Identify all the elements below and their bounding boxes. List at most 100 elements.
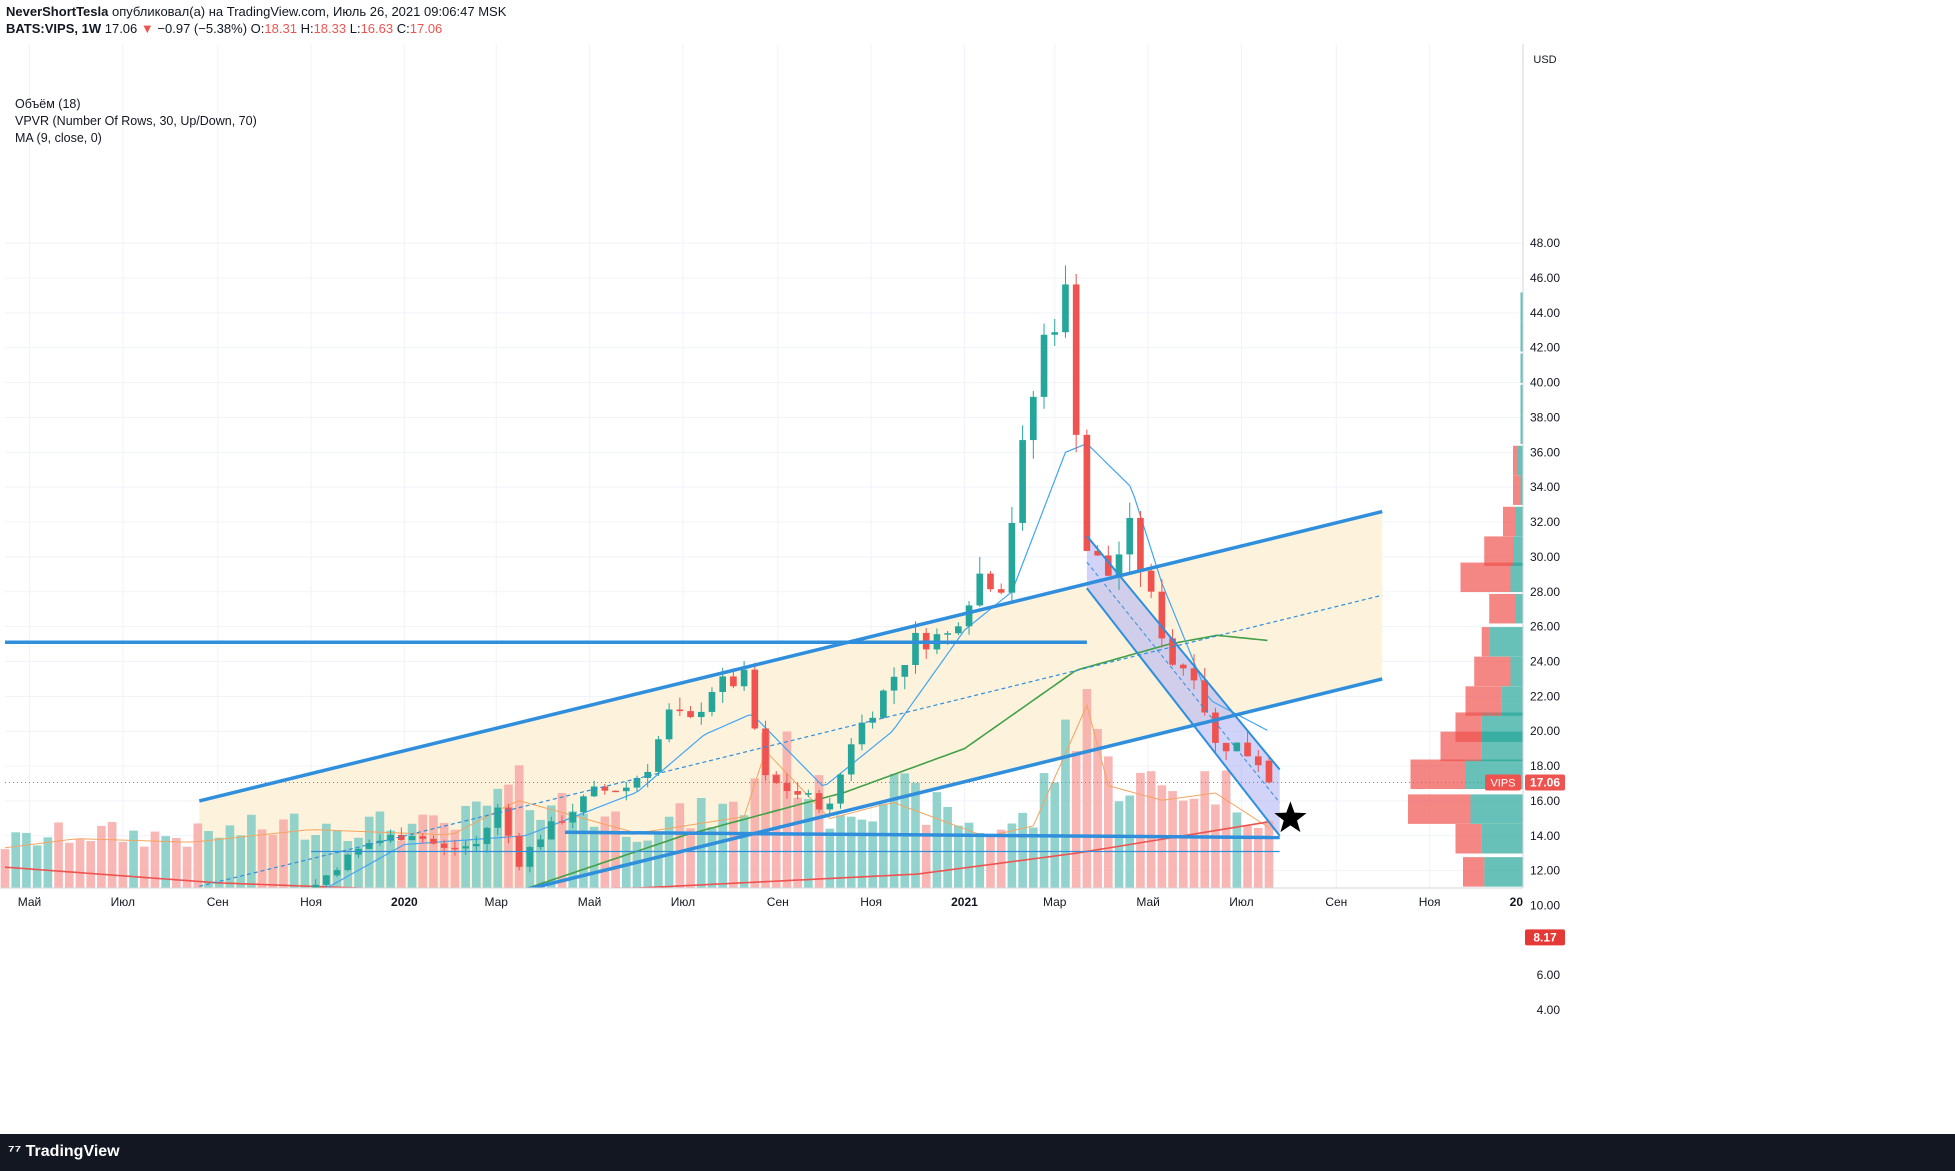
vpvr-up-bar bbox=[1520, 414, 1523, 444]
chart-header: NeverShortTesla опубликовал(а) на Tradin… bbox=[0, 0, 1955, 44]
vpvr-down-bar bbox=[1481, 627, 1490, 657]
volume-bar-down bbox=[86, 841, 96, 888]
volume-bar-down bbox=[1178, 800, 1188, 888]
volume-bar-down bbox=[268, 834, 278, 888]
price-change: −0.97 (−5.38%) bbox=[157, 21, 248, 36]
candle-down bbox=[997, 589, 1005, 593]
candle-up bbox=[719, 676, 727, 693]
time-tick-label: Июл bbox=[671, 895, 695, 909]
volume-bar-down bbox=[1146, 771, 1156, 888]
volume-bar-down bbox=[1103, 756, 1113, 888]
author-name[interactable]: NeverShortTesla bbox=[6, 4, 109, 19]
volume-bar-down bbox=[54, 822, 63, 888]
legend-ma[interactable]: MA (9, close, 0) bbox=[15, 131, 102, 145]
vpvr-up-bar bbox=[1481, 824, 1523, 854]
volume-bar-up bbox=[632, 841, 642, 888]
tv-logo-icon: ⁷⁷ bbox=[8, 1143, 22, 1160]
volume-bar-up bbox=[943, 806, 952, 888]
time-tick-label: 2021 bbox=[951, 895, 978, 909]
open-value: 18.31 bbox=[264, 21, 297, 36]
volume-bar-up bbox=[322, 823, 331, 888]
tradingview-logo[interactable]: ⁷⁷ TradingView bbox=[8, 1143, 120, 1161]
candle-up bbox=[569, 812, 577, 823]
volume-bar-up bbox=[621, 836, 631, 888]
time-tick-label: Июл bbox=[111, 895, 135, 909]
vpvr-up-bar bbox=[1520, 292, 1523, 322]
volume-bar-down bbox=[118, 841, 128, 888]
candle-down bbox=[1083, 434, 1091, 551]
volume-bar-down bbox=[921, 824, 931, 888]
candle-up bbox=[837, 774, 844, 804]
volume-bar-up bbox=[804, 799, 813, 888]
volume-bar-up bbox=[536, 819, 545, 888]
vpvr-down-bar bbox=[1489, 593, 1516, 624]
low-label: L: bbox=[349, 21, 361, 36]
footer-bar: ⁷⁷ TradingView bbox=[0, 1134, 1955, 1171]
candle-down bbox=[1169, 638, 1176, 665]
vpvr-down-bar bbox=[1484, 536, 1513, 566]
candle-up bbox=[526, 847, 534, 867]
legend-vpvr[interactable]: VPVR (Number Of Rows, 30, Up/Down, 70) bbox=[15, 114, 257, 128]
price-axis-background bbox=[1523, 44, 1565, 888]
high-label: H: bbox=[300, 21, 314, 36]
price-tick-label: 26.00 bbox=[1530, 620, 1560, 634]
candle-up bbox=[547, 821, 555, 840]
volume-bar-up bbox=[932, 792, 942, 888]
volume-bar-down bbox=[686, 828, 695, 888]
vpvr-up-bar bbox=[1510, 656, 1523, 687]
candle-up bbox=[1233, 742, 1241, 752]
candle-down bbox=[430, 838, 437, 844]
price-chart-svg[interactable]: Май Июл Сен Ноя 2020 Мар Май Июл Сен Ноя 2021 Мар Ма… bbox=[0, 44, 1955, 1134]
volume-bar-up bbox=[1114, 801, 1124, 888]
volume-bar-up bbox=[889, 773, 899, 888]
chart-area[interactable]: Май Июл Сен Ноя 2020 Мар Май Июл Сен Ноя 2021 Мар Ма… bbox=[0, 44, 1955, 1134]
candle-up bbox=[965, 605, 973, 627]
volume-bar-down bbox=[75, 839, 85, 888]
currency-label: USD bbox=[1533, 54, 1556, 66]
volume-bar-down bbox=[675, 803, 685, 888]
price-tick-label: 46.00 bbox=[1530, 271, 1560, 285]
price-label-text: 8.17 bbox=[1533, 930, 1557, 944]
volume-bar-down bbox=[996, 829, 1006, 888]
candle-up bbox=[976, 573, 984, 606]
channel-midline bbox=[199, 594, 1383, 887]
candle-down bbox=[987, 573, 994, 590]
volume-bar-up bbox=[354, 837, 363, 888]
legend-volume[interactable]: Объём (18) bbox=[15, 97, 81, 111]
price-tick-label: 38.00 bbox=[1530, 410, 1560, 424]
volume-bar-up bbox=[589, 826, 599, 888]
candle-down bbox=[1244, 742, 1251, 757]
vpvr-up-bar bbox=[1489, 627, 1523, 657]
volume-bar-up bbox=[846, 816, 856, 888]
volume-bar-up bbox=[247, 814, 256, 888]
volume-bar-up bbox=[204, 831, 213, 888]
volume-bar-down bbox=[150, 831, 160, 888]
volume-bar-down bbox=[1071, 751, 1081, 888]
vpvr-down-bar bbox=[1410, 759, 1466, 790]
candle-up bbox=[472, 843, 480, 847]
volume-bar-up bbox=[1232, 812, 1242, 888]
vpvr-up-bar bbox=[1520, 475, 1523, 505]
volume-bar-up bbox=[300, 839, 310, 888]
volume-bar-up bbox=[375, 811, 385, 888]
candle-down bbox=[1201, 680, 1209, 713]
volume-bar-down bbox=[279, 819, 288, 888]
candle-up bbox=[537, 839, 544, 848]
price-tick-label: 28.00 bbox=[1530, 585, 1560, 599]
candle-up bbox=[1040, 334, 1048, 397]
vpvr-up-bar bbox=[1515, 593, 1523, 624]
candle-down bbox=[398, 834, 405, 841]
volume-bar-down bbox=[1211, 804, 1220, 888]
candle-down bbox=[1072, 284, 1080, 435]
time-tick-label: Ноя bbox=[860, 895, 882, 909]
volume-bar-up bbox=[964, 822, 974, 888]
time-tick-label: Май bbox=[578, 895, 602, 909]
volume-bar-down bbox=[397, 840, 406, 888]
price-label-box bbox=[1525, 774, 1565, 791]
price-axis: USD4.006.008.0010.0012.0014.0016.0018.00… bbox=[1485, 44, 1955, 1134]
candle-up bbox=[1126, 517, 1134, 555]
volume-bar-up bbox=[857, 819, 867, 888]
volume-bar-up bbox=[1029, 827, 1038, 888]
volume-bar-up bbox=[1018, 812, 1027, 888]
price-label-box bbox=[1525, 929, 1565, 946]
